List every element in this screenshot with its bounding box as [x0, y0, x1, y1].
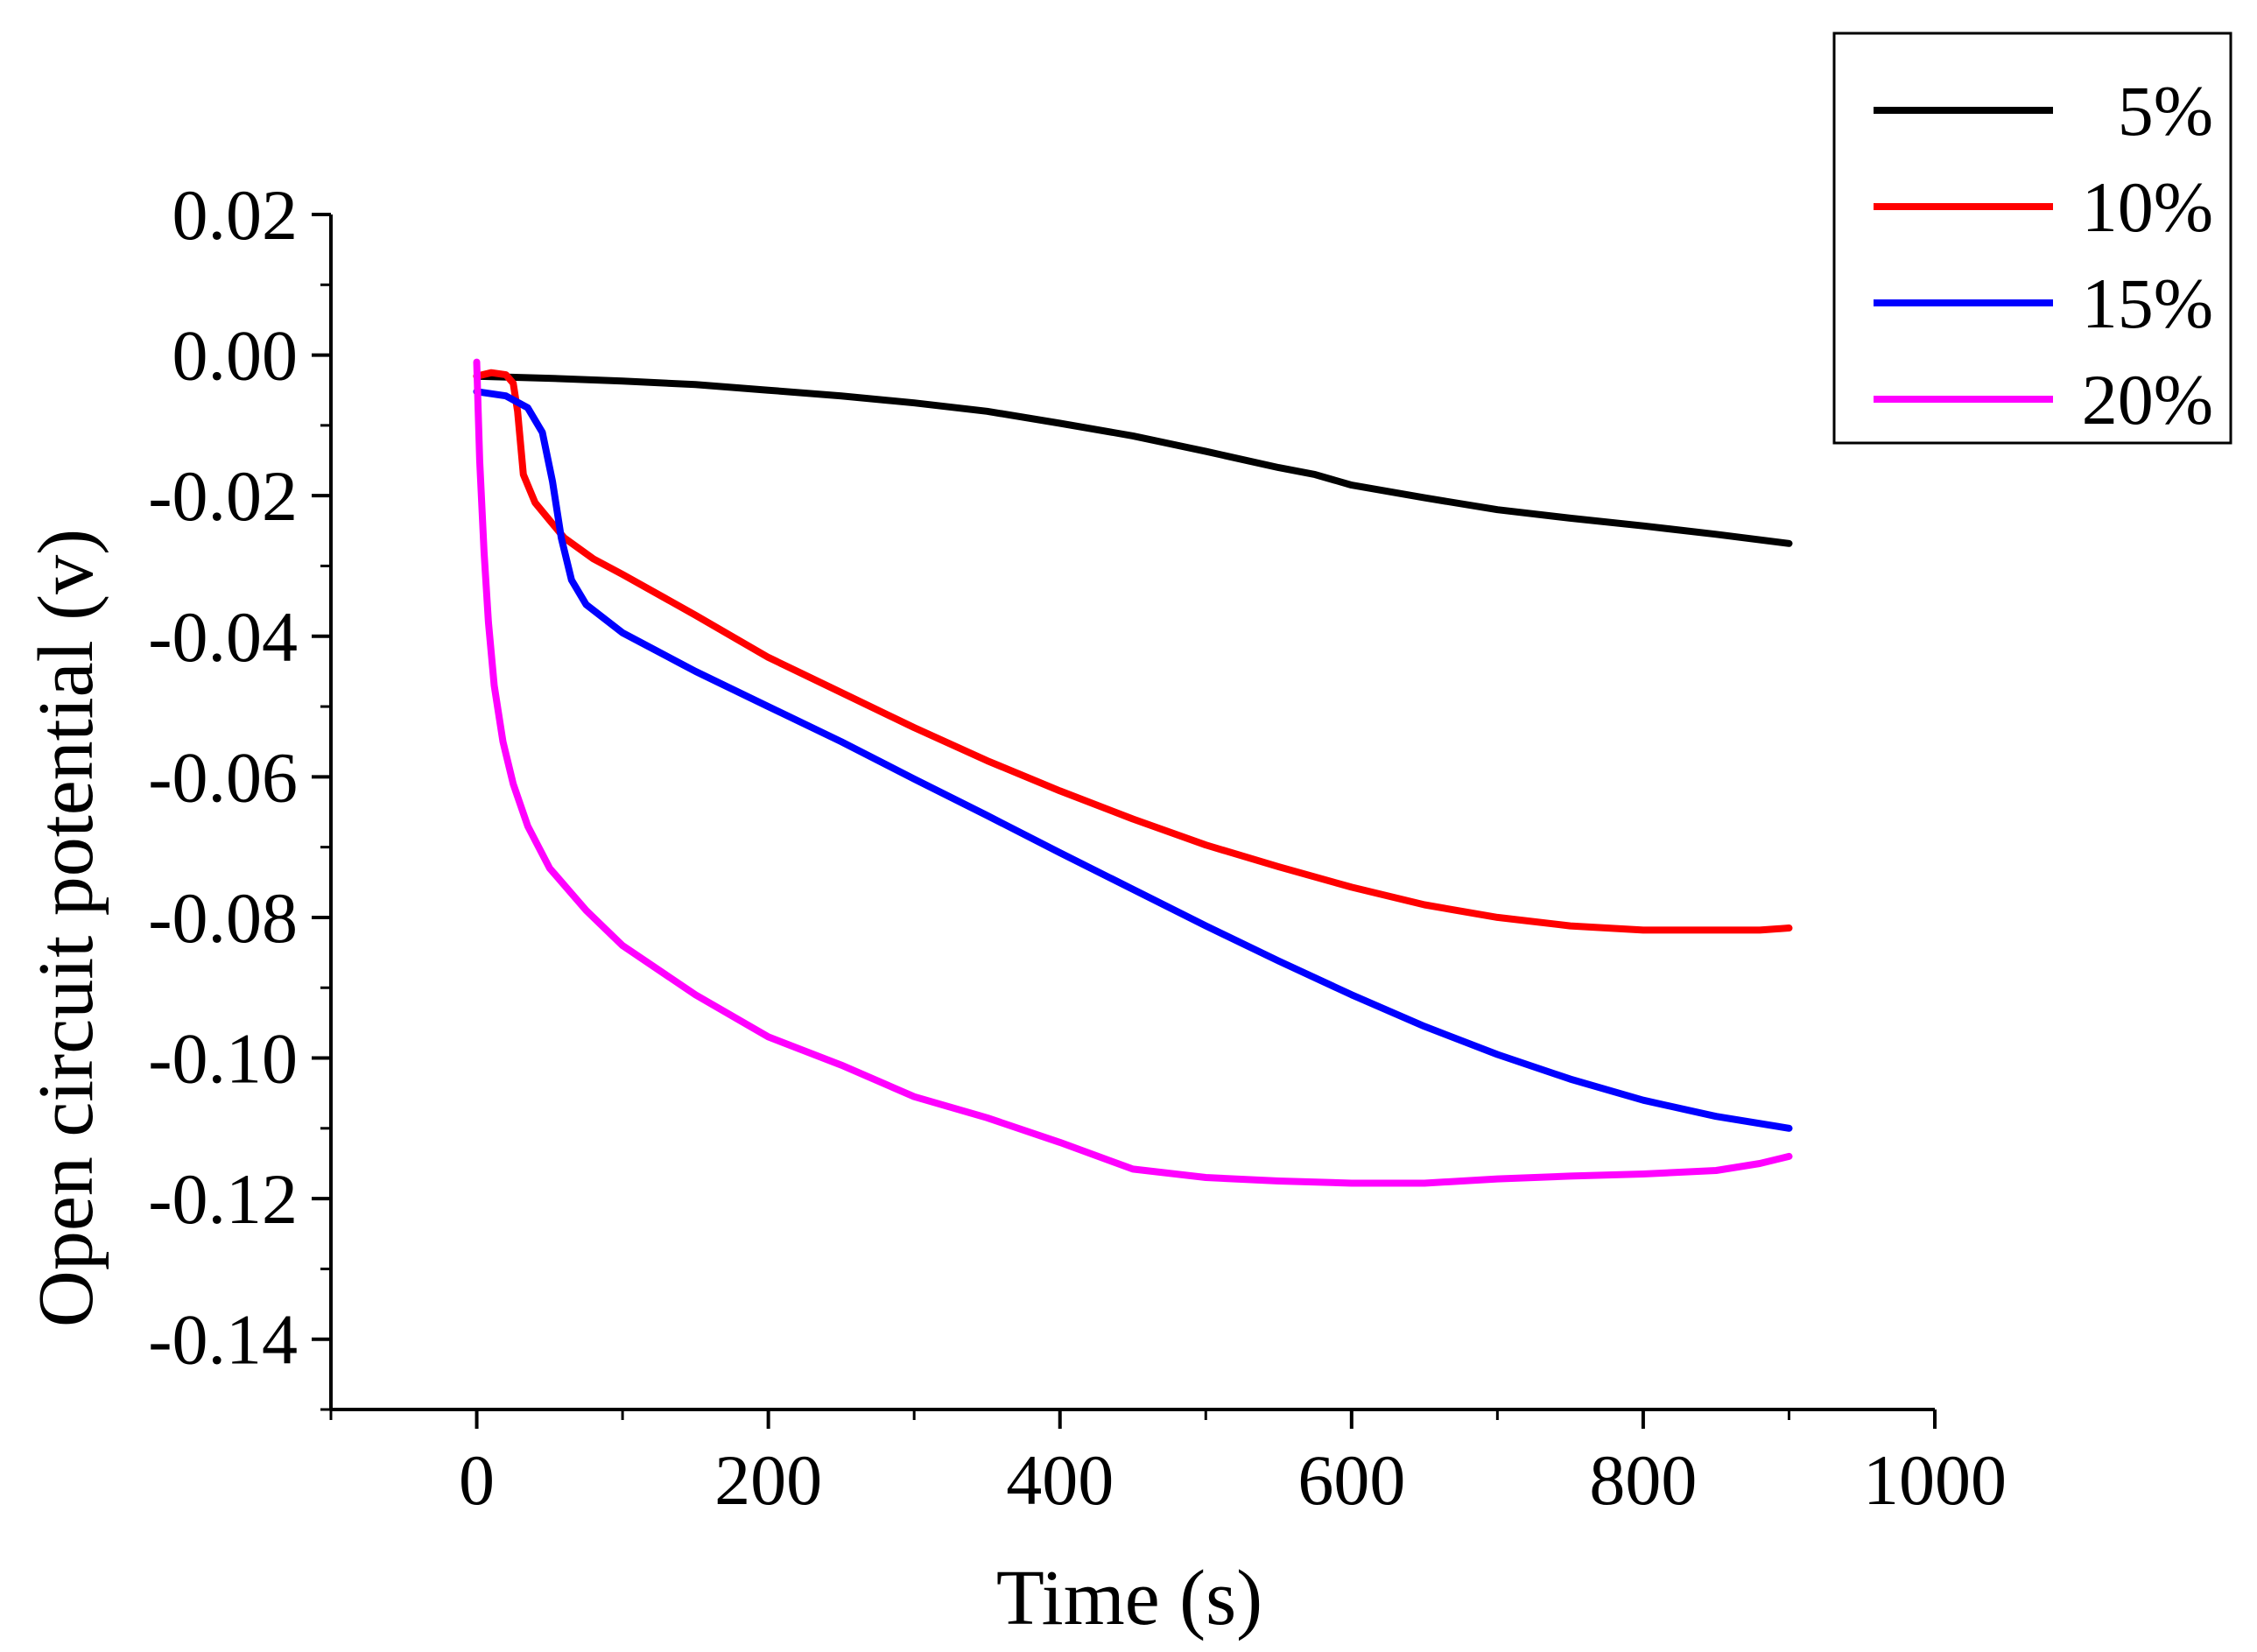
y-tick-label: 0.02 — [172, 175, 299, 255]
legend: 5% 10% 15% 20% — [1832, 32, 2232, 445]
series-line-2 — [473, 369, 1793, 934]
legend-box — [1832, 32, 2232, 445]
series-line-3 — [473, 388, 1793, 1132]
y-tick-label: -0.08 — [148, 878, 298, 958]
y-tick-label: -0.12 — [148, 1159, 298, 1239]
x-axis: 0 200 400 600 800 1000 — [329, 1408, 2007, 1520]
series-line-4 — [473, 358, 1793, 1187]
series-group — [473, 358, 1793, 1187]
y-tick-label: 0.00 — [172, 316, 299, 396]
x-tick-label: 800 — [1589, 1440, 1697, 1520]
y-tick-label: -0.02 — [148, 456, 298, 536]
legend-label: 15% — [2082, 264, 2213, 343]
legend-label: 20% — [2082, 360, 2213, 439]
x-tick-label: 400 — [1006, 1440, 1114, 1520]
x-tick-label: 0 — [459, 1440, 495, 1520]
y-tick-label: -0.14 — [148, 1300, 298, 1380]
series-line-1 — [473, 372, 1793, 547]
y-tick-label: -0.06 — [148, 737, 298, 817]
x-tick-label: 200 — [714, 1440, 822, 1520]
y-axis: 0.02 0.00 -0.02 -0.04 -0.06 -0.08 -0.10 -0.12 -0… — [148, 175, 333, 1411]
legend-label: 5% — [2118, 71, 2213, 151]
y-axis-title: Open circuit potential (v) — [23, 529, 109, 1327]
y-tick-label: -0.04 — [148, 597, 298, 677]
y-tick-label: -0.10 — [148, 1019, 298, 1099]
legend-label: 10% — [2082, 167, 2213, 247]
x-tick-label: 1000 — [1863, 1440, 2007, 1520]
x-tick-label: 600 — [1297, 1440, 1405, 1520]
x-axis-title: Time (s) — [996, 1555, 1262, 1641]
